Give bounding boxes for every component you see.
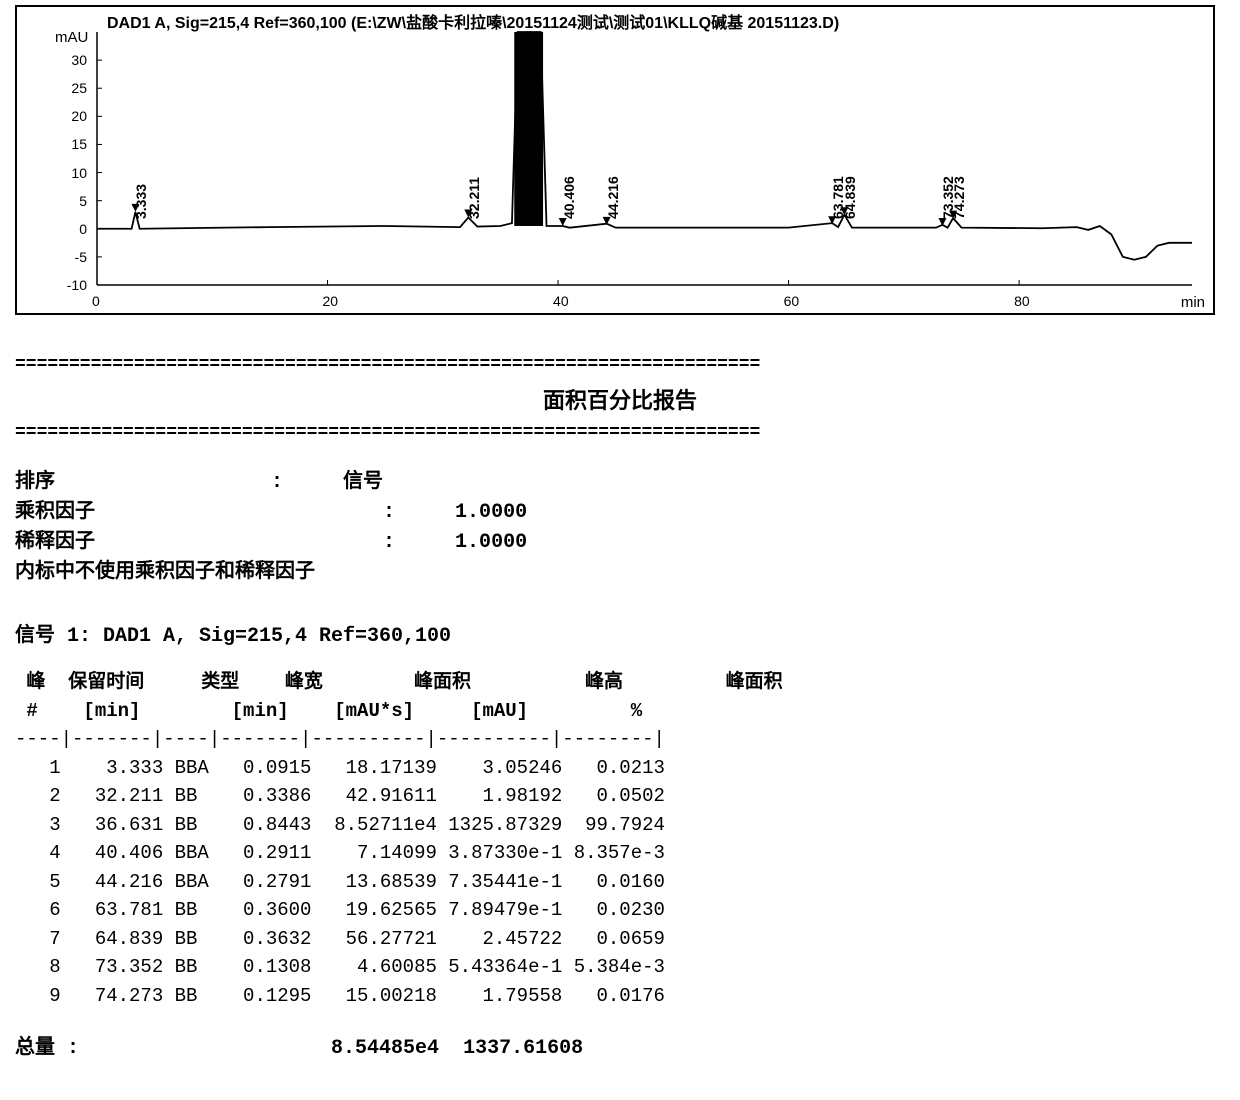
parameters-block: 排序 : 信号 乘积因子 : 1.0000 稀释因子 : 1.0000 内标中不… xyxy=(15,468,1225,588)
y-tick-label: -5 xyxy=(57,249,87,265)
divider-top: ========================================… xyxy=(15,355,1225,375)
x-tick-label: 20 xyxy=(323,293,339,309)
y-tick-label: -10 xyxy=(57,277,87,293)
peak-label: 44.216 xyxy=(605,176,621,219)
peak-table: 峰 保留时间 类型 峰宽 峰面积 峰高 峰面积 # [min] [min] [m… xyxy=(15,668,1225,1010)
y-tick-label: 25 xyxy=(57,80,87,96)
peak-label: 40.406 xyxy=(561,176,577,219)
divider-bottom: ========================================… xyxy=(15,423,1225,443)
y-axis-label: mAU xyxy=(55,29,88,46)
report-title: 面积百分比报告 xyxy=(15,383,1225,415)
y-tick-label: 30 xyxy=(57,52,87,68)
x-tick-label: 0 xyxy=(92,293,100,309)
y-tick-label: 10 xyxy=(57,165,87,181)
y-tick-label: 5 xyxy=(57,193,87,209)
peak-label: 74.273 xyxy=(951,176,967,219)
x-tick-label: 60 xyxy=(784,293,800,309)
x-tick-label: 40 xyxy=(553,293,569,309)
chart-svg xyxy=(92,27,1202,307)
x-tick-label: 80 xyxy=(1014,293,1030,309)
chromatogram-chart: DAD1 A, Sig=215,4 Ref=360,100 (E:\ZW\盐酸卡… xyxy=(15,5,1215,315)
y-tick-label: 20 xyxy=(57,108,87,124)
peak-label: 64.839 xyxy=(842,176,858,219)
y-tick-label: 15 xyxy=(57,136,87,152)
signal-info: 信号 1: DAD1 A, Sig=215,4 Ref=360,100 xyxy=(15,618,1225,648)
total-row: 总量 : 8.54485e4 1337.61608 xyxy=(15,1030,1225,1060)
y-tick-label: 0 xyxy=(57,221,87,237)
peak-label: 36.631 xyxy=(517,47,533,90)
peak-label: 32.211 xyxy=(466,177,482,219)
peak-label: 3.333 xyxy=(133,184,149,219)
